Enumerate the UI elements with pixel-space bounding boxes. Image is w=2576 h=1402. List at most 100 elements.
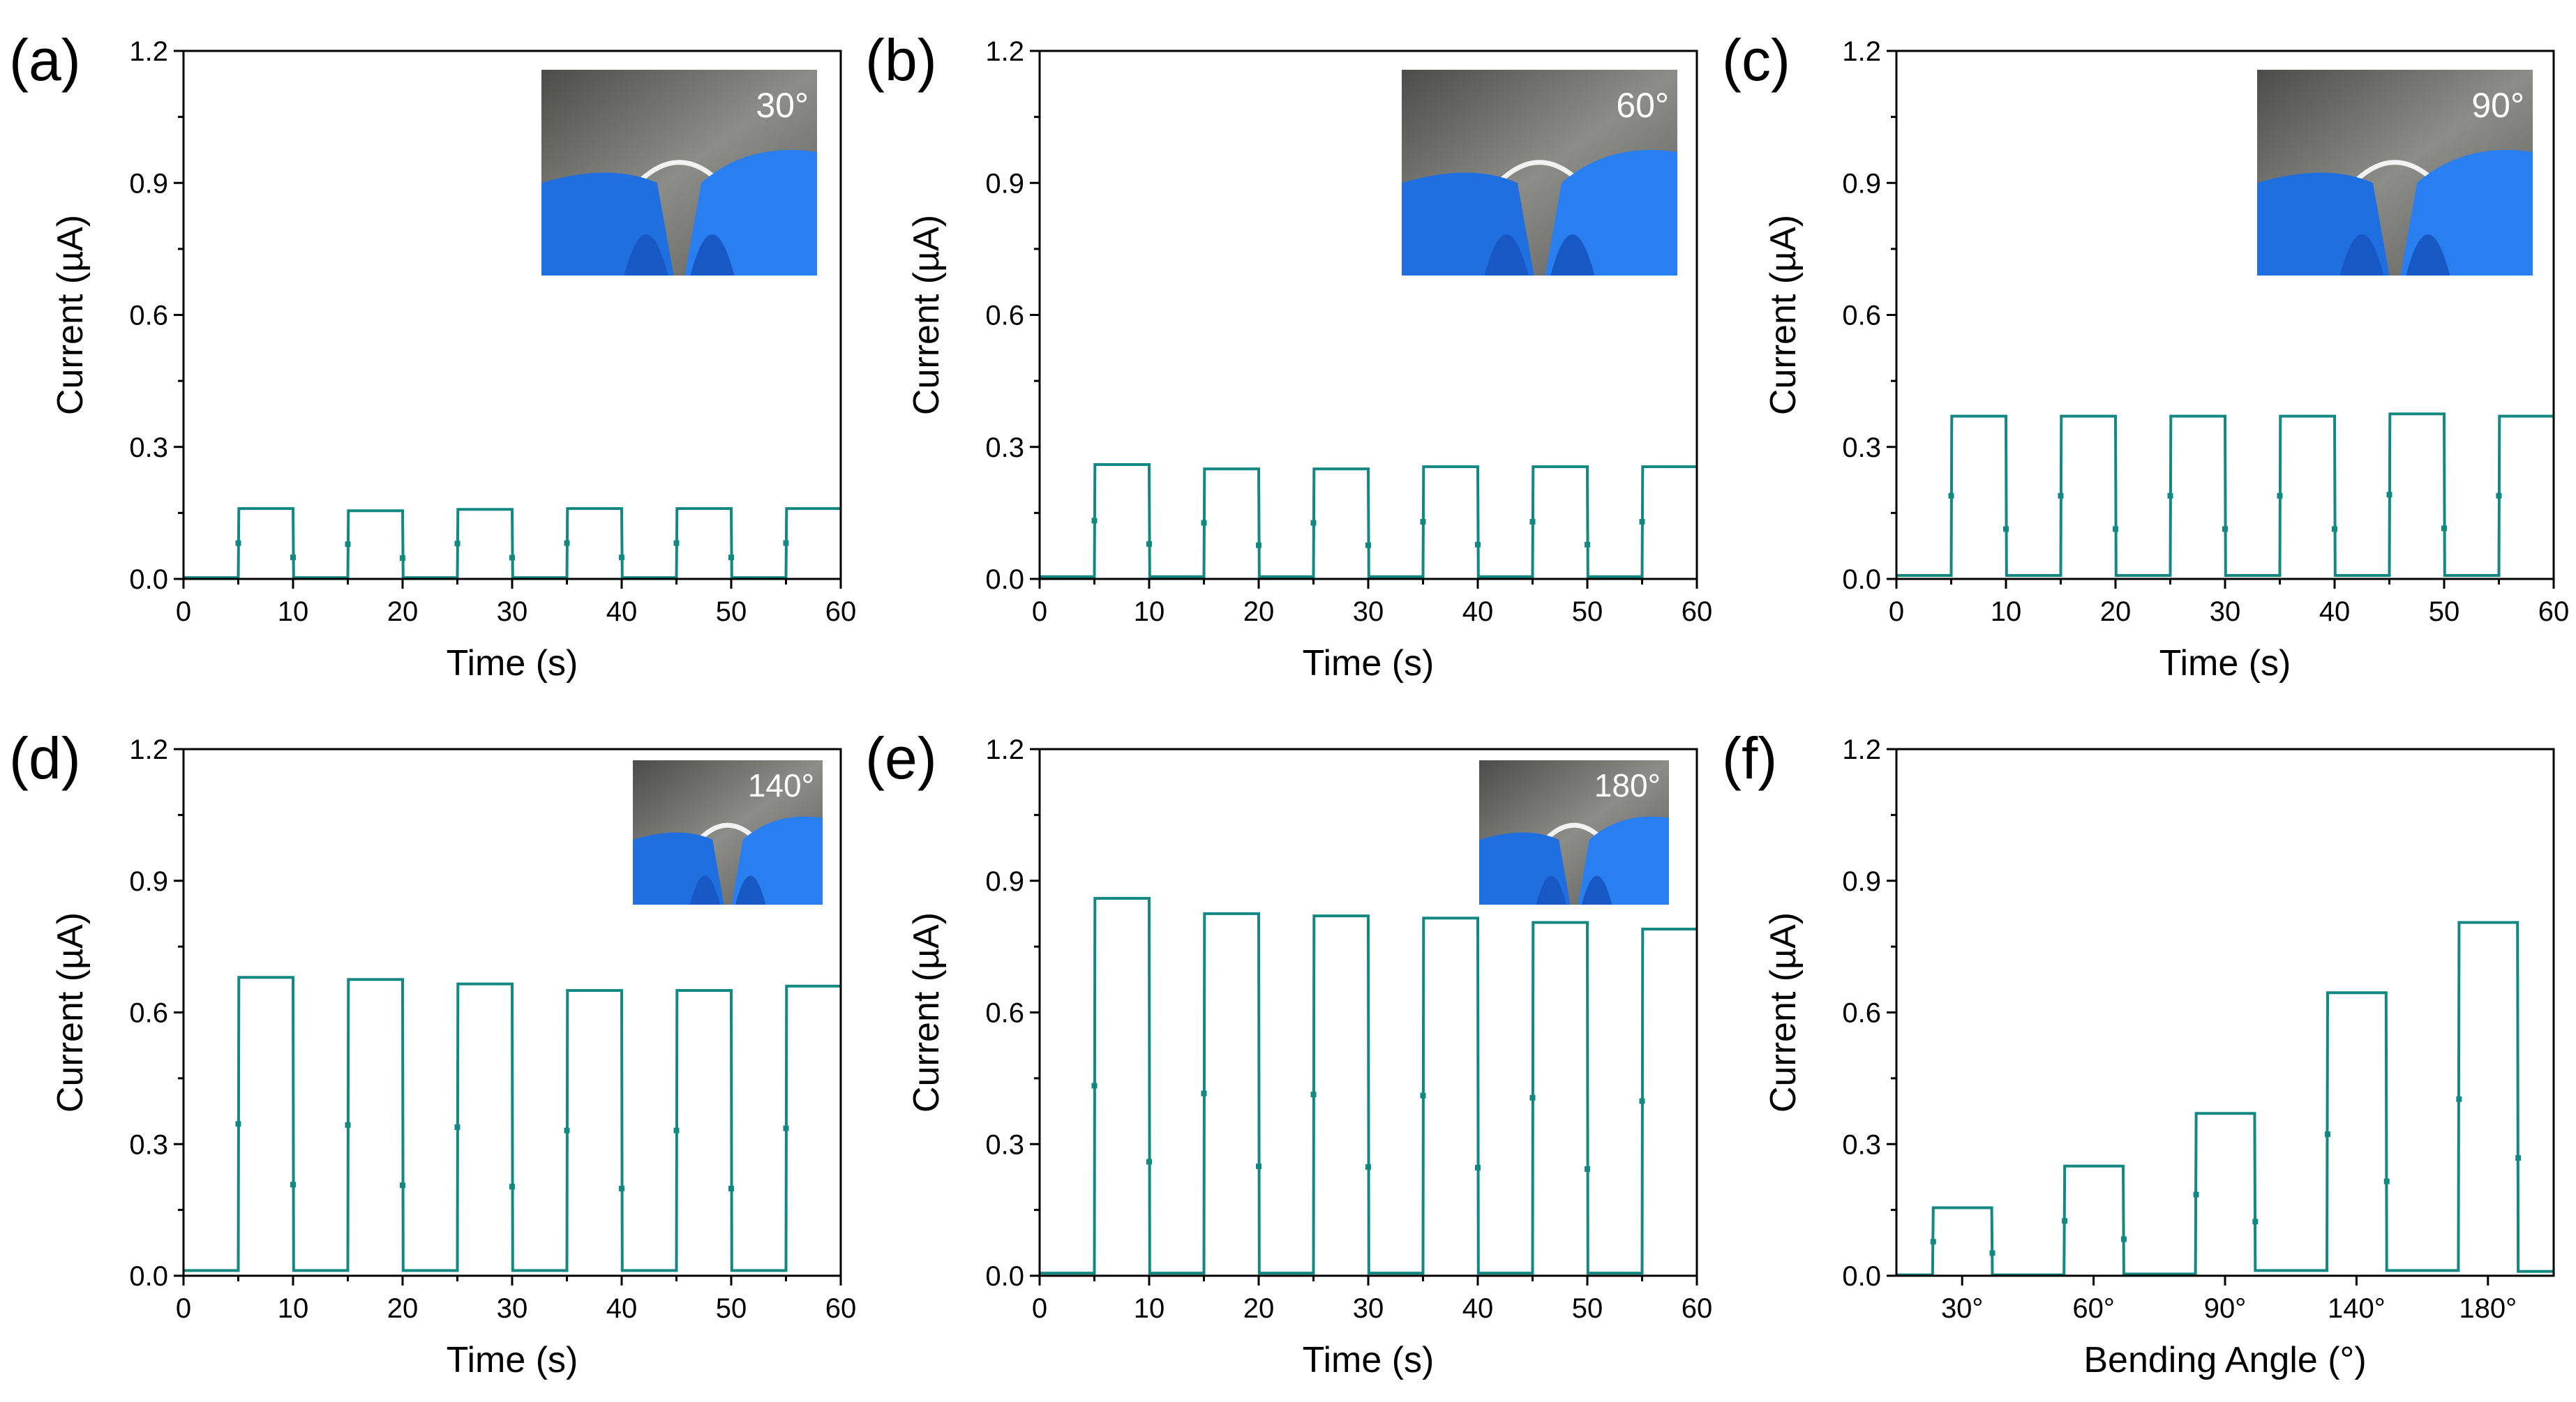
data-point	[783, 540, 789, 546]
x-axis-label: Time (s)	[2159, 643, 2291, 684]
x-axis-label: Time (s)	[447, 643, 578, 684]
x-tick-label: 40	[1462, 596, 1494, 627]
y-tick-label: 0.6	[129, 301, 168, 331]
x-tick-label: 10	[1134, 596, 1165, 627]
data-point	[1475, 1165, 1481, 1171]
data-point	[1420, 1092, 1426, 1099]
x-tick-label: 40	[1462, 1293, 1494, 1324]
photo-angle-label: 90°	[2471, 86, 2524, 125]
data-point	[1146, 1159, 1152, 1165]
data-point	[564, 540, 570, 546]
data-point	[1201, 520, 1207, 526]
glove-finger	[690, 234, 735, 276]
y-tick-label: 0.0	[985, 564, 1024, 595]
x-tick-label: 40	[606, 596, 638, 627]
x-tick-label: 60°	[2072, 1293, 2115, 1324]
data-line	[184, 976, 841, 1272]
y-tick-label: 0.3	[129, 1129, 168, 1160]
y-axis-label: Current (µA)	[1763, 215, 1804, 415]
y-tick-label: 0.3	[1842, 432, 1881, 463]
y-tick-label: 0.0	[1842, 564, 1881, 595]
x-tick-label: 30	[2210, 596, 2241, 627]
panel-letter: (c)	[1722, 27, 1790, 93]
data-point	[2222, 526, 2228, 532]
glove-finger	[1536, 875, 1567, 905]
x-tick-label: 20	[1243, 596, 1275, 627]
data-point	[2332, 526, 2337, 532]
data-point	[1310, 1092, 1317, 1098]
y-tick-label: 1.2	[1842, 734, 1881, 765]
glove-finger	[689, 875, 721, 905]
x-tick-label: 40	[606, 1293, 638, 1324]
x-axis-label: Time (s)	[1303, 1340, 1435, 1380]
panel-letter: (f)	[1722, 725, 1777, 791]
data-point	[2277, 492, 2283, 499]
data-point	[728, 555, 734, 561]
x-tick-label: 20	[387, 596, 419, 627]
x-tick-label: 0	[1032, 596, 1047, 627]
x-tick-label: 0	[1032, 1293, 1047, 1324]
data-point	[2441, 525, 2447, 532]
panel-a: 30° 0.0 0.3 0.6 0.9 1.2 0 10 20 30 40 50 60 Time (s) C…	[9, 27, 856, 684]
y-tick-label: 0.0	[985, 1261, 1024, 1292]
data-point	[509, 1184, 515, 1190]
data-point	[235, 540, 241, 546]
panel-f: 0.0 0.3 0.6 0.9 1.2 30° 60° 90° 140° 180° Bending …	[1722, 725, 2555, 1380]
data-point	[783, 1125, 789, 1131]
data-point	[1256, 542, 1261, 548]
x-tick-label: 60	[1682, 596, 1713, 627]
data-point	[1365, 1164, 1371, 1170]
x-tick-label: 50	[716, 1293, 747, 1324]
y-tick-label: 0.9	[129, 168, 168, 199]
x-tick-label: 0	[176, 1293, 191, 1324]
y-tick-label: 0.6	[1842, 998, 1881, 1029]
y-tick-label: 1.2	[129, 36, 168, 67]
x-axis-label: Bending Angle (°)	[2083, 1340, 2366, 1380]
data-line	[1896, 412, 2554, 577]
y-tick-label: 0.3	[985, 1129, 1024, 1160]
data-point	[673, 1127, 680, 1133]
bending-photo: 140°	[633, 760, 823, 905]
data-point	[290, 555, 296, 561]
x-tick-label: 0	[1889, 596, 1904, 627]
x-tick-label: 10	[278, 1293, 309, 1324]
y-tick-label: 0.0	[129, 564, 168, 595]
y-axis-label: Current (µA)	[906, 912, 947, 1113]
data-point	[290, 1182, 296, 1188]
data-point	[1639, 518, 1645, 525]
x-tick-label: 20	[2100, 596, 2132, 627]
x-tick-label: 60	[1682, 1293, 1713, 1324]
glove-finger	[1484, 234, 1529, 276]
x-tick-label: 50	[716, 596, 747, 627]
bending-photo: 30°	[541, 70, 817, 276]
x-tick-label: 30	[1353, 1293, 1384, 1324]
data-point	[619, 1186, 624, 1192]
x-tick-label: 20	[387, 1293, 419, 1324]
x-tick-label: 50	[1572, 596, 1603, 627]
data-point	[2113, 526, 2118, 532]
y-tick-label: 0.0	[129, 1261, 168, 1292]
data-point	[1091, 518, 1098, 524]
glove-finger	[2339, 234, 2384, 276]
data-point	[619, 555, 624, 561]
data-point	[2496, 492, 2502, 499]
data-point	[2003, 526, 2009, 532]
data-point	[1146, 541, 1152, 547]
data-point	[1256, 1163, 1261, 1170]
data-point	[1529, 1094, 1536, 1101]
data-point	[1948, 492, 1954, 499]
data-point	[235, 1121, 241, 1127]
y-axis-label: Current (µA)	[50, 912, 91, 1113]
data-point	[1529, 518, 1536, 525]
data-point	[564, 1127, 570, 1133]
y-tick-label: 0.3	[129, 432, 168, 463]
data-point	[1091, 1083, 1098, 1089]
x-tick-label: 30	[1353, 596, 1384, 627]
x-tick-label: 50	[1572, 1293, 1603, 1324]
y-tick-label: 1.2	[985, 36, 1024, 67]
panel-c: 90° 0.0 0.3 0.6 0.9 1.2 0 10 20 30 40 50 60 Time (s) C…	[1722, 27, 2569, 684]
x-tick-label: 90°	[2204, 1293, 2247, 1324]
y-tick-label: 0.9	[985, 168, 1024, 199]
data-line	[1040, 896, 1697, 1275]
